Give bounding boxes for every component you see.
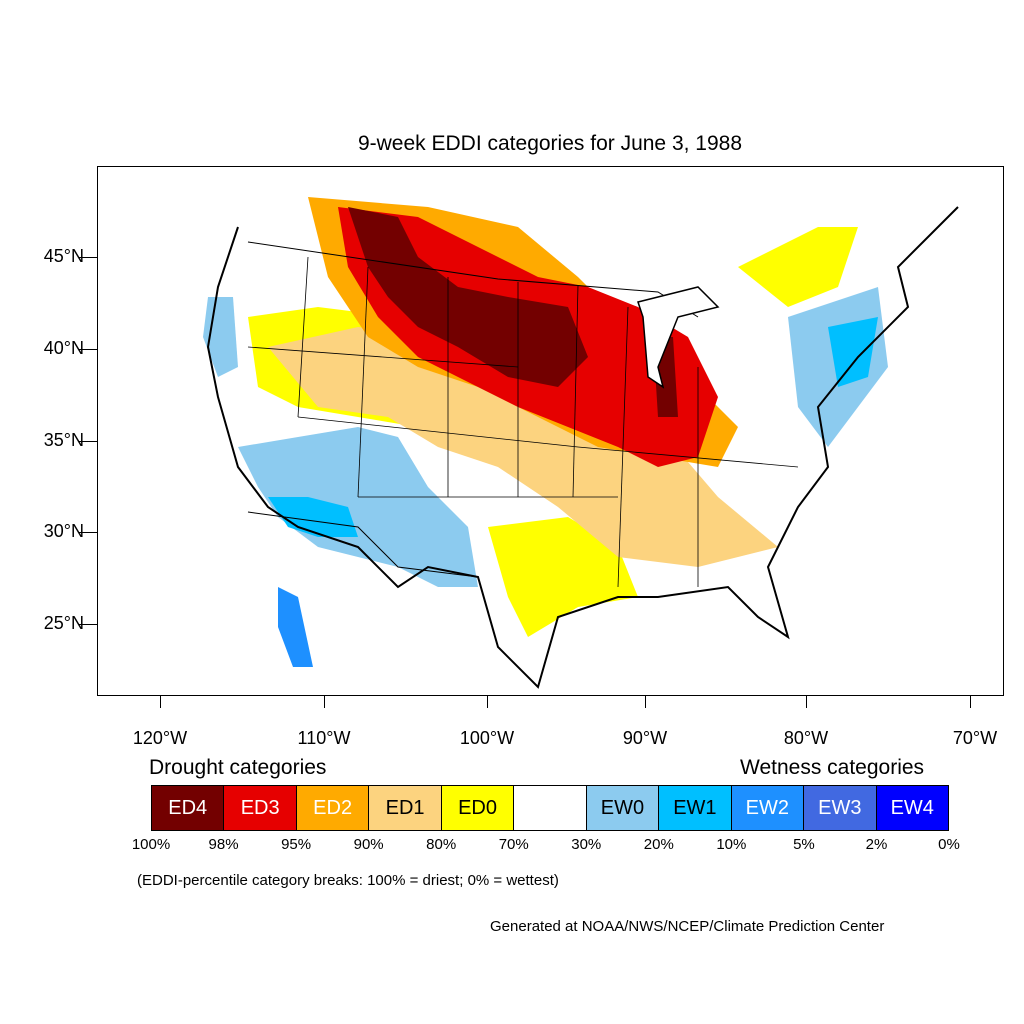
category-note: (EDDI-percentile category breaks: 100% =… [137,872,559,889]
legend-swatch-ed1: ED1 [369,786,442,830]
lat-tick [78,257,97,258]
lon-tick [645,696,646,708]
percent-break-label: 95% [281,836,312,853]
drought-categories-title: Drought categories [149,756,327,779]
wetness-categories-title: Wetness categories [740,756,925,779]
lon-tick [487,696,488,708]
credit-line: Generated at NOAA/NWS/NCEP/Climate Predi… [490,918,885,935]
percent-break-label: 0% [938,836,960,853]
lat-label: 30°N [43,521,84,541]
legend-swatch-ew0: EW0 [586,786,660,830]
legend-swatch-ed4: ED4 [152,786,225,830]
lon-label: 100°W [459,728,515,748]
percent-break-label: 90% [353,836,384,853]
lon-label: 80°W [783,728,829,748]
lat-tick [78,532,97,533]
region-ew0-pacific-nw [203,297,238,377]
legend-swatch-ed3: ED3 [224,786,297,830]
lat-label: 40°N [43,338,84,358]
lat-label: 45°N [43,246,84,266]
legend-swatch-ew4: EW4 [876,786,948,830]
legend-swatch-none [514,786,587,830]
region-ed0-north [738,227,858,307]
lat-tick [78,349,97,350]
percent-break-label: 2% [865,836,888,853]
mexico-border [247,511,479,578]
percent-break-label: 30% [571,836,602,853]
lon-tick [160,696,161,708]
percent-break-label: 80% [426,836,457,853]
legend-swatch-ew3: EW3 [804,786,877,830]
lon-label: 70°W [952,728,998,748]
region-ew1-northeast [828,317,878,387]
eddi-map [97,166,1004,696]
region-ed0-south [488,517,638,637]
lat-tick [78,441,97,442]
us-map-canvas [203,197,959,689]
legend-swatch-ew1: EW1 [659,786,732,830]
region-ed4 [348,207,588,387]
lon-tick [970,696,971,708]
legend-swatch-ed2: ED2 [296,786,370,830]
region-ew2-baja [278,587,313,667]
us-coastline [206,206,959,689]
lon-label: 90°W [622,728,668,748]
lon-tick [806,696,807,708]
lat-label: 25°N [43,613,84,633]
percent-break-label: 5% [793,836,815,853]
legend-swatch-ed0: ED0 [441,786,515,830]
percent-break-label: 20% [643,836,674,853]
category-colorbar: ED4 ED3 ED2 ED1 ED0 EW0 EW1 EW2 EW3 EW4 [151,785,949,831]
map-title: 9-week EDDI categories for June 3, 1988 [357,132,743,155]
lon-tick [324,696,325,708]
legend-swatch-ew2: EW2 [731,786,805,830]
lat-label: 35°N [43,430,84,450]
lon-label: 120°W [132,728,188,748]
region-ew0-west [238,427,478,587]
percent-break-label: 70% [498,836,529,853]
region-ed1 [268,327,778,567]
region-ew1-southwest [268,497,358,537]
lon-label: 110°W [297,728,351,748]
percent-break-label: 100% [131,836,171,853]
percent-break-label: 98% [208,836,239,853]
state-lines [247,256,799,588]
lat-tick [78,624,97,625]
great-lakes [637,286,720,389]
percent-break-label: 10% [716,836,747,853]
